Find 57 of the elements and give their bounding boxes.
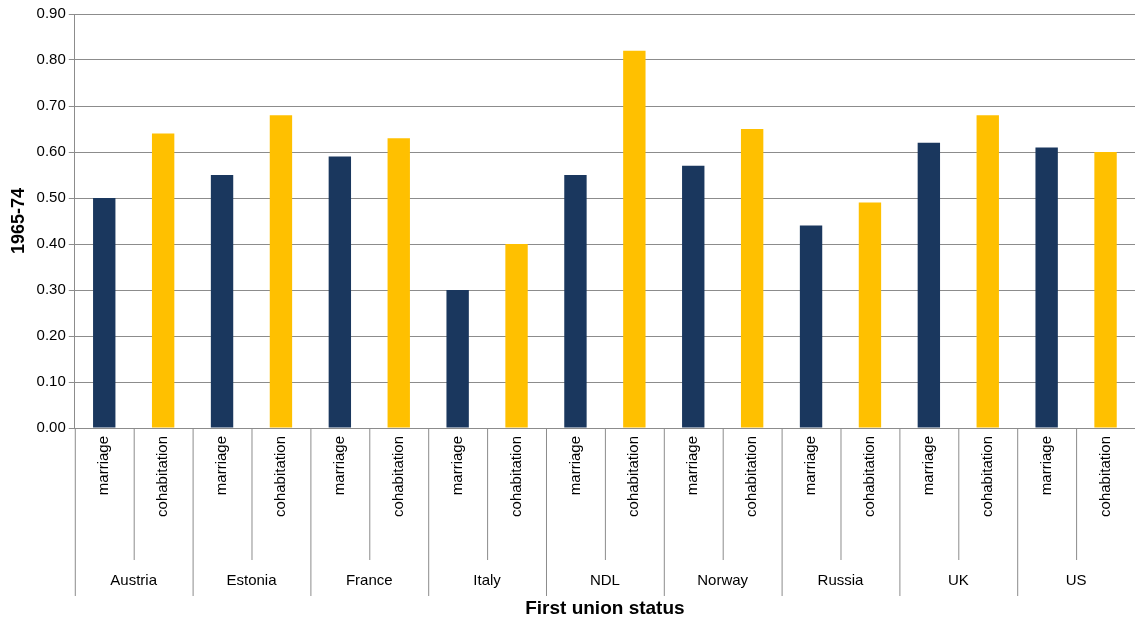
bar <box>623 50 646 428</box>
text: US <box>1065 571 1087 589</box>
text: Estonia <box>226 571 278 589</box>
x-tick-label: cohabitation <box>860 436 878 517</box>
bar <box>740 129 764 428</box>
y-tick-label: 0.30 <box>36 280 66 298</box>
bar <box>210 175 234 428</box>
text: Italy <box>473 571 502 589</box>
bar <box>799 225 823 428</box>
y-tick-label: 0.20 <box>36 326 66 344</box>
bar <box>446 290 469 428</box>
y-tick-label: 0.50 <box>36 188 66 206</box>
y-tick-label: 0.80 <box>36 50 66 68</box>
bar <box>564 175 587 428</box>
x-tick-label: cohabitation <box>153 436 171 517</box>
y-tick-label: 0.90 <box>36 4 66 22</box>
x-tick-label: marriage <box>329 436 347 496</box>
x-tick-label: marriage <box>1036 436 1054 496</box>
x-tick-label: cohabitation <box>977 436 995 517</box>
bar <box>505 244 528 428</box>
bar <box>858 202 882 428</box>
text: NDL <box>589 571 620 589</box>
y-axis-title: 1965-74 <box>7 187 28 255</box>
y-tick-label: 0.10 <box>36 372 66 390</box>
y-tick-label: 0.00 <box>36 418 66 436</box>
text: France <box>345 571 393 589</box>
x-tick-label: cohabitation <box>271 436 289 517</box>
x-tick-label: marriage <box>565 436 583 496</box>
bar <box>682 165 705 428</box>
bar <box>269 115 293 428</box>
bar <box>1094 152 1117 428</box>
x-tick-label: cohabitation <box>1095 436 1113 517</box>
bar <box>93 198 116 428</box>
bar <box>917 142 941 428</box>
bar <box>976 115 999 428</box>
x-tick-label: marriage <box>94 436 112 496</box>
x-tick-label: marriage <box>683 436 701 496</box>
x-tick-label: cohabitation <box>388 436 406 517</box>
bar <box>328 156 352 428</box>
x-tick-label: cohabitation <box>624 436 642 517</box>
text: UK <box>947 571 969 589</box>
y-tick-label: 0.60 <box>36 142 66 160</box>
bar <box>1035 147 1058 428</box>
x-tick-label: cohabitation <box>506 436 524 517</box>
x-tick-label: marriage <box>447 436 465 496</box>
text: Norway <box>697 571 749 589</box>
text: Austria <box>110 571 158 589</box>
y-tick-label: 0.70 <box>36 96 66 114</box>
bar <box>151 133 175 428</box>
x-tick-label: cohabitation <box>742 436 760 517</box>
bar <box>387 138 410 428</box>
x-tick-label: marriage <box>918 436 936 496</box>
y-tick-label: 0.40 <box>36 234 66 252</box>
x-axis-title: First union status <box>525 596 685 618</box>
text: Russia <box>817 571 865 589</box>
x-tick-label: marriage <box>801 436 819 496</box>
x-tick-label: marriage <box>212 436 230 496</box>
